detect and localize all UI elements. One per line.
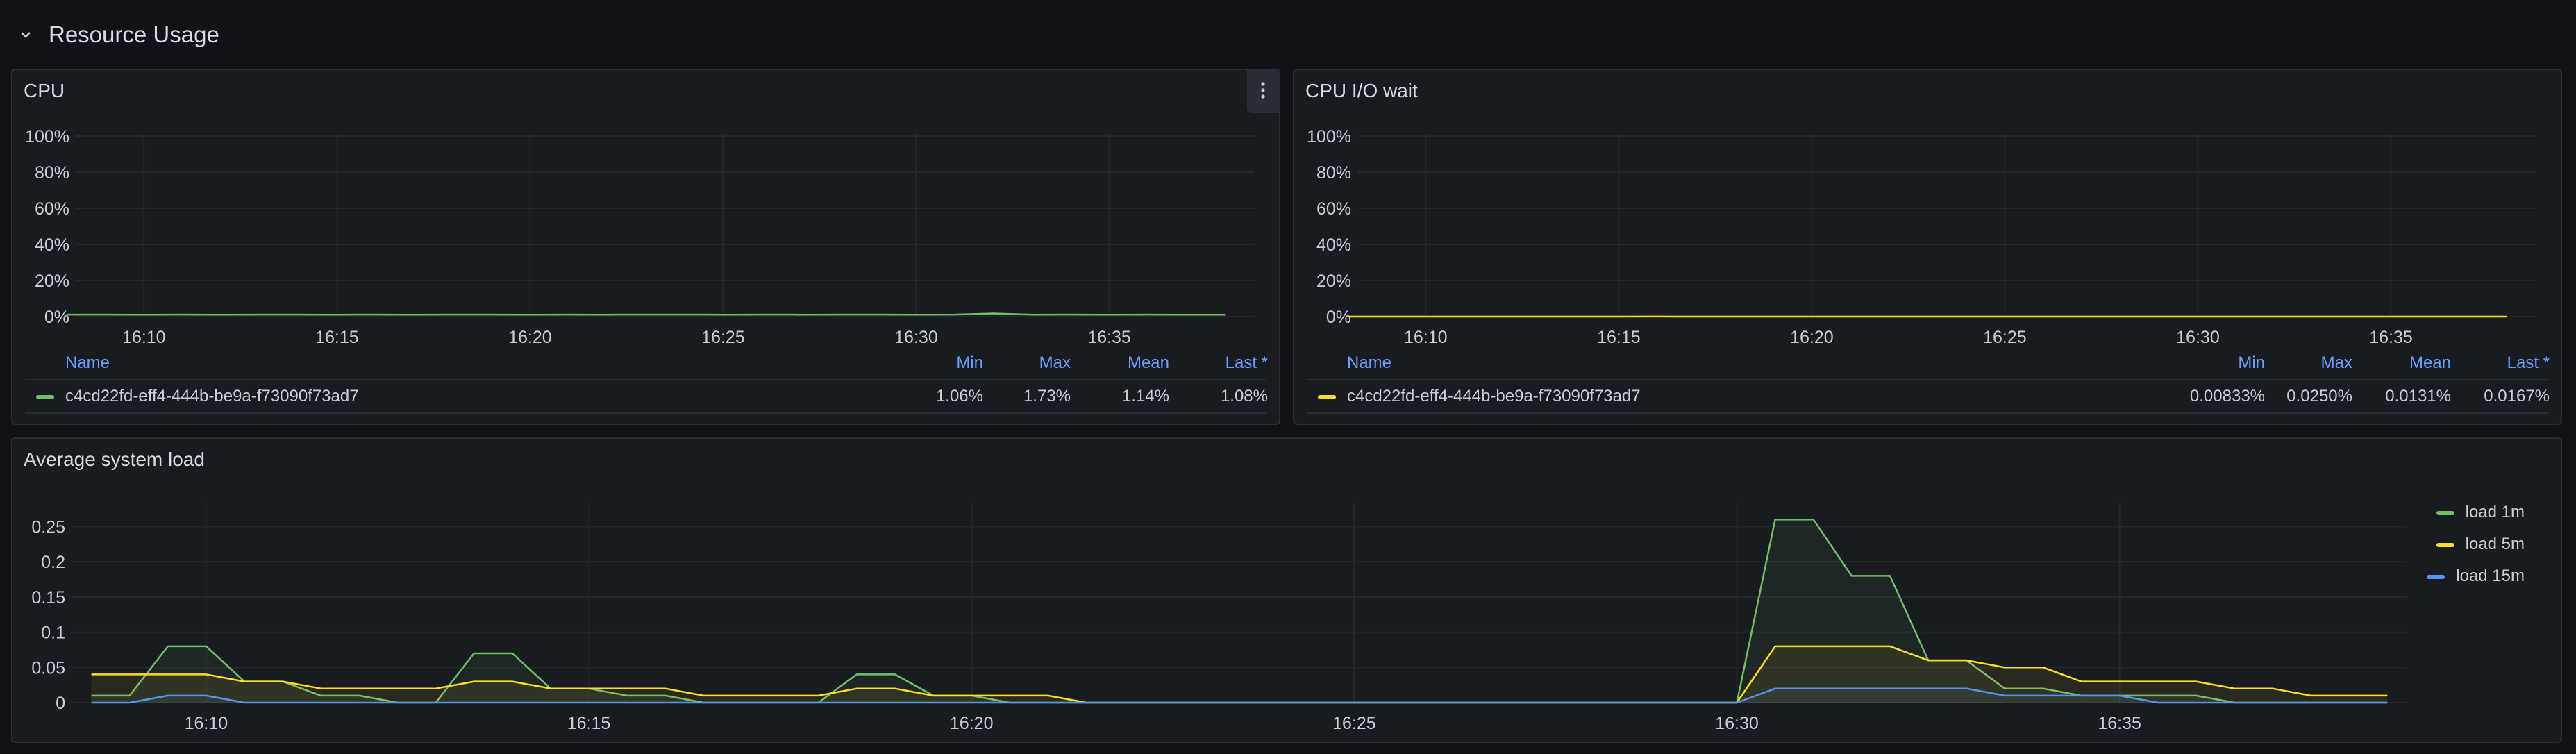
legend-header-name[interactable]: Name <box>1347 353 1392 372</box>
series-color-swatch <box>2427 574 2445 579</box>
y-tick-label: 100% <box>25 127 69 146</box>
x-tick-label: 16:20 <box>508 328 552 347</box>
panel-title: Average system load <box>24 449 205 470</box>
legend-header-name[interactable]: Name <box>65 353 110 372</box>
x-tick-label: 16:25 <box>1332 714 1376 733</box>
legend-header-min[interactable]: Min <box>2238 353 2265 372</box>
y-tick-label: 20% <box>35 271 69 291</box>
x-tick-label: 16:35 <box>2369 328 2413 347</box>
x-tick-label: 16:30 <box>894 328 938 347</box>
legend-header-last[interactable]: Last * <box>2507 353 2550 372</box>
x-tick-label: 16:30 <box>1715 714 1759 733</box>
x-tick-label: 16:25 <box>701 328 745 347</box>
y-tick-label: 80% <box>1316 163 1351 183</box>
cpu-chart[interactable]: 100% 80% 60% 40% 20% 0% 16:10 16:15 16:20 16:25 16… <box>12 70 1280 348</box>
legend-last-value: 1.08% <box>1220 387 1268 405</box>
series-line <box>67 312 1226 316</box>
legend-mean-value: 1.14% <box>1121 387 1169 405</box>
series-line <box>91 687 2388 704</box>
legend-mean-value: 0.0131% <box>2385 387 2451 405</box>
series-area-fill <box>91 688 2388 703</box>
y-tick-label: 100% <box>1307 127 1351 146</box>
x-tick-label: 16:20 <box>1790 328 1834 347</box>
series-area-fill <box>91 519 2388 703</box>
y-tick-label: 0.2 <box>41 553 65 572</box>
y-tick-label: 0% <box>1326 308 1351 327</box>
y-tick-label: 0.15 <box>31 588 65 608</box>
chevron-down-icon[interactable] <box>18 27 33 42</box>
average-system-load-chart[interactable]: 0.25 0.2 0.15 0.1 0.05 0 16:10 16:15 16:20 16:25 1… <box>12 439 2562 743</box>
legend-series-name: load 1m <box>2465 503 2525 521</box>
panel-menu-button[interactable] <box>1247 70 1279 113</box>
x-tick-label: 16:10 <box>122 328 166 347</box>
x-tick-label: 16:25 <box>1983 328 2027 347</box>
y-tick-label: 40% <box>1316 235 1351 255</box>
x-tick-label: 16:20 <box>950 714 994 733</box>
legend-item[interactable]: load 15m <box>2427 567 2525 586</box>
legend-header-max[interactable]: Max <box>1039 353 1071 372</box>
legend-max-value: 0.0250% <box>2286 387 2352 405</box>
y-tick-label: 60% <box>1316 199 1351 219</box>
legend-divider <box>1307 379 2548 380</box>
y-tick-label: 40% <box>35 235 69 255</box>
legend-series-name: load 15m <box>2456 567 2525 585</box>
x-tick-label: 16:35 <box>1087 328 1131 347</box>
legend-header: Name Min Max Mean Last * <box>1294 349 2561 377</box>
row-header[interactable]: Resource Usage <box>18 15 219 54</box>
legend-last-value: 0.0167% <box>2484 387 2550 405</box>
y-tick-label: 0% <box>44 308 69 327</box>
legend-item[interactable]: load 1m <box>2436 503 2525 522</box>
legend-divider <box>25 379 1266 380</box>
average-system-load-panel: Average system load 0.25 0.2 0.15 0.1 0.05 0 1… <box>11 437 2562 743</box>
legend-header: Name Min Max Mean Last * <box>12 349 1279 377</box>
legend-min-value: 0.00833% <box>2189 387 2265 405</box>
y-tick-label: 0.1 <box>41 623 65 643</box>
y-tick-label: 80% <box>35 163 69 183</box>
series-color-swatch <box>36 394 54 399</box>
legend-header-max[interactable]: Max <box>2320 353 2352 372</box>
series-color-swatch <box>2436 542 2454 547</box>
y-tick-label: 0 <box>56 694 65 713</box>
legend-divider <box>1307 412 2548 414</box>
cpu-io-wait-panel: CPU I/O wait 100% 80% 60% 40% 20% 0% 16:10 16:1… <box>1293 69 2562 425</box>
legend-divider <box>25 412 1266 414</box>
legend-header-last[interactable]: Last * <box>1225 353 1268 372</box>
series-color-swatch <box>2436 510 2454 515</box>
kebab-menu-icon <box>1260 81 1266 103</box>
series-area-fill <box>91 646 2388 703</box>
cpu-panel: CPU 100% 80% 60% 40% 20% 0% 16:10 16:15 16:20 16:… <box>11 69 1280 425</box>
row-title: Resource Usage <box>49 22 219 47</box>
y-tick-label: 60% <box>35 199 69 219</box>
cpu-io-wait-chart[interactable]: 100% 80% 60% 40% 20% 0% 16:10 16:15 16:20 16:25 16… <box>1294 70 2562 348</box>
panel-title: CPU I/O wait <box>1305 80 1418 101</box>
legend-min-value: 1.06% <box>935 387 983 405</box>
x-tick-label: 16:10 <box>185 714 228 733</box>
legend-header-min[interactable]: Min <box>956 353 983 372</box>
legend-max-value: 1.73% <box>1023 387 1071 405</box>
legend-item[interactable]: load 5m <box>2436 535 2525 554</box>
legend-row[interactable]: c4cd22fd-eff4-444b-be9a-f73090f73ad7 0.0… <box>1294 383 2561 410</box>
legend-series-name: c4cd22fd-eff4-444b-be9a-f73090f73ad7 <box>1347 387 1641 405</box>
x-tick-label: 16:10 <box>1404 328 1448 347</box>
y-tick-label: 20% <box>1316 271 1351 291</box>
x-tick-label: 16:15 <box>315 328 359 347</box>
y-tick-label: 0.05 <box>31 658 65 678</box>
legend-row[interactable]: c4cd22fd-eff4-444b-be9a-f73090f73ad7 1.0… <box>12 383 1279 410</box>
legend-header-mean[interactable]: Mean <box>2409 353 2451 372</box>
panel-title: CPU <box>24 80 65 101</box>
series-color-swatch <box>1318 394 1336 399</box>
legend-header-mean[interactable]: Mean <box>1127 353 1169 372</box>
x-tick-label: 16:15 <box>1597 328 1641 347</box>
legend-series-name: c4cd22fd-eff4-444b-be9a-f73090f73ad7 <box>65 387 359 405</box>
legend-series-name: load 5m <box>2465 535 2525 553</box>
x-tick-label: 16:35 <box>2098 714 2141 733</box>
x-tick-label: 16:15 <box>567 714 611 733</box>
x-tick-label: 16:30 <box>2176 328 2220 347</box>
y-tick-label: 0.25 <box>31 517 65 537</box>
